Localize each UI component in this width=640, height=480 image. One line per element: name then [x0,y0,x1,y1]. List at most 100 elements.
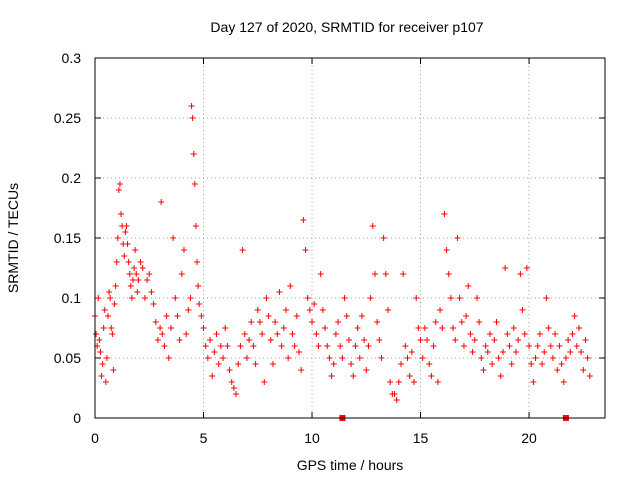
x-axis-label: GPS time / hours [297,457,404,473]
data-point [278,343,285,349]
data-point [430,343,437,349]
data-point [335,319,342,325]
data-point [306,307,313,313]
data-point [198,313,205,319]
data-point [105,313,112,319]
data-point [248,319,255,325]
data-point [246,337,253,343]
data-point [443,247,450,253]
data-point [313,331,320,337]
data-point [476,319,483,325]
data-point [393,397,400,403]
data-point [188,103,195,109]
data-point [456,295,463,301]
data-point [154,337,161,343]
data-point [424,337,431,343]
data-point [500,349,506,355]
data-point [428,373,435,379]
data-point [421,325,428,331]
data-point [144,277,151,283]
data-point [131,265,138,271]
data-point [328,373,335,379]
data-point [115,187,122,193]
data-point [230,385,237,391]
x-tick-label: 0 [91,430,99,446]
data-point [158,199,165,205]
data-point [367,295,374,301]
data-point [261,379,268,385]
data-point [356,355,363,361]
data-point [526,343,533,349]
data-point [265,313,272,319]
data-point [127,283,134,289]
data-point [575,325,582,331]
data-point [458,319,465,325]
data-point [243,355,250,361]
data-point [99,361,106,367]
data-point [374,319,381,325]
y-tick-label: 0.05 [54,350,81,366]
data-point [122,229,129,235]
data-point [167,325,174,331]
data-point [569,331,576,337]
data-point [209,373,216,379]
data-point [304,295,311,301]
data-point [378,355,385,361]
data-point [317,271,324,277]
data-point [106,289,113,295]
data-point [337,343,344,349]
data-point [395,379,402,385]
data-point [528,361,535,367]
data-point [174,313,181,319]
data-point [482,343,489,349]
data-point [510,325,517,331]
data-point [202,343,209,349]
data-point [376,337,383,343]
data-point [269,361,276,367]
data-point [239,247,246,253]
data-point [109,331,116,337]
data-point [330,361,337,367]
data-point [319,307,326,313]
data-point [190,151,197,157]
data-point [547,343,554,349]
data-point [415,325,422,331]
data-point [437,307,444,313]
data-point [217,343,224,349]
data-point [582,337,589,343]
data-point [222,325,229,331]
data-point [282,307,289,313]
data-point [571,313,578,319]
data-point [159,331,166,337]
data-point [343,313,350,319]
data-point [161,343,168,349]
data-point [460,343,467,349]
data-point [502,265,509,271]
data-point [480,367,487,373]
data-point [578,349,585,355]
data-point [417,337,424,343]
data-point [302,247,309,253]
data-point [478,355,485,361]
data-point [497,373,504,379]
data-point [285,355,292,361]
data-point [493,319,500,325]
data-point [447,295,454,301]
data-point [521,331,528,337]
data-point [486,331,493,337]
data-point [432,319,439,325]
data-point [252,361,259,367]
data-point [113,259,120,265]
data-point [300,217,307,223]
y-tick-label: 0.1 [62,290,82,306]
data-point [124,241,131,247]
y-axis-label: SRMTID / TECUs [5,183,21,293]
data-point [586,373,593,379]
data-point [541,349,548,355]
data-point [380,235,387,241]
data-point [235,361,242,367]
data-point [345,337,352,343]
data-point [513,349,520,355]
data-point [324,343,331,349]
x-tick-label: 5 [200,430,208,446]
